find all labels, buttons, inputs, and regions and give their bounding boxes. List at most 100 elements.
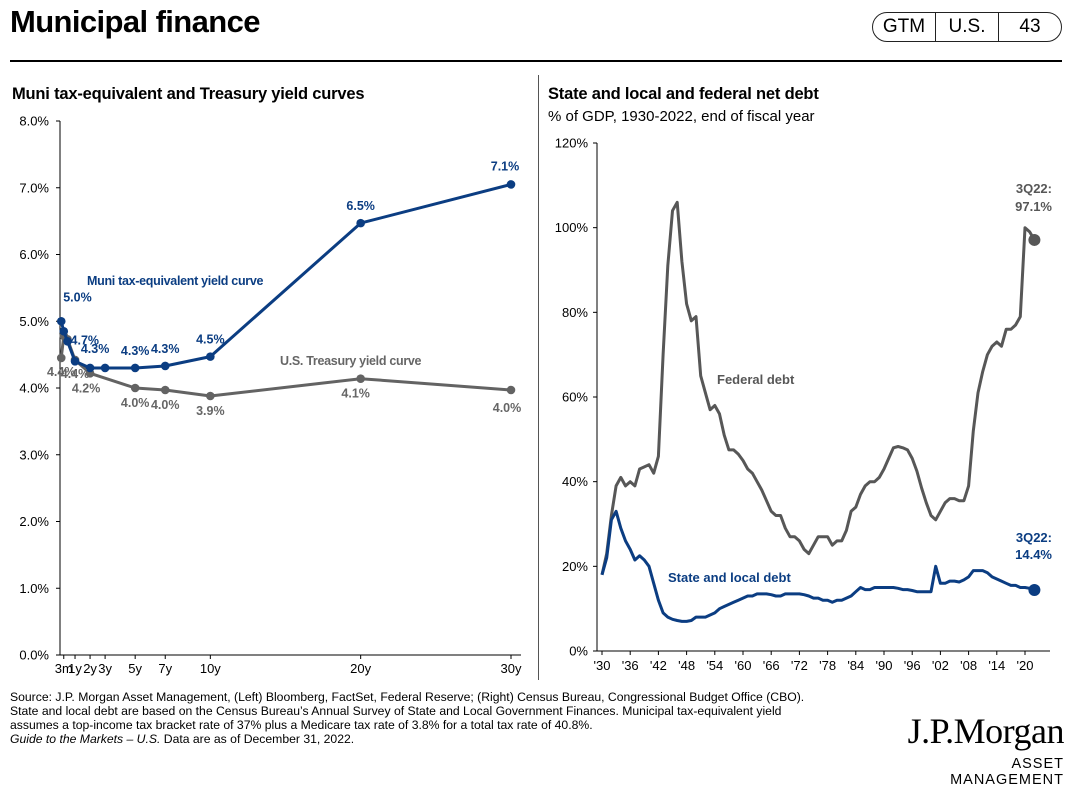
x-tick-label: 2y: [83, 661, 97, 676]
y-tick-label: 40%: [562, 474, 588, 489]
y-tick-label: 0.0%: [19, 648, 49, 663]
x-tick-label: 5y: [128, 661, 142, 676]
y-tick-label: 80%: [562, 305, 588, 320]
badge-region: U.S.: [936, 13, 999, 41]
treasury-point: [206, 391, 215, 401]
net-debt-chart: 0% 20% 40% 60% 80% 100% 120% '30 '36 '42 '48 '54 '60…: [555, 136, 1053, 674]
muni-point: [56, 316, 66, 326]
x-tick-label: '48: [678, 658, 695, 673]
y-tick-label: 3.0%: [19, 447, 49, 462]
muni-data-label: 4.3%: [151, 342, 180, 356]
treasury-data-label: 4.4%: [61, 367, 90, 381]
muni-point: [160, 361, 170, 371]
x-tick-label: 7y: [158, 661, 172, 676]
federal-debt-endpoint: [1028, 233, 1041, 246]
x-tick-label: '90: [876, 658, 893, 673]
state-local-debt-line: [600, 509, 1035, 623]
x-tick-label: '36: [622, 658, 639, 673]
treasury-point: [160, 385, 170, 395]
x-tick-label: '84: [847, 658, 864, 673]
muni-data-label: 5.0%: [63, 290, 92, 304]
muni-point: [356, 218, 365, 228]
logo-subtitle: ASSET MANAGEMENT: [950, 756, 1064, 788]
treasury-point: [506, 385, 516, 395]
x-tick-label: '54: [706, 658, 723, 673]
x-tick-label: '60: [735, 658, 752, 673]
x-tick-label: '20: [1017, 658, 1034, 673]
x-tick-label: '66: [763, 658, 780, 673]
federal-debt-series-label: Federal debt: [717, 372, 795, 387]
muni-point: [63, 336, 72, 346]
footnotes: Source: J.P. Morgan Asset Management, (L…: [10, 690, 890, 746]
treasury-point: [56, 353, 66, 363]
y-tick-label: 5.0%: [19, 314, 49, 329]
muni-data-label: 4.3%: [121, 344, 150, 358]
treasury-data-label: 4.0%: [493, 401, 522, 415]
muni-point: [206, 352, 215, 361]
footnote-source: Source: J.P. Morgan Asset Management, (L…: [10, 690, 805, 704]
footnote-guide-title: Guide to the Markets – U.S.: [10, 732, 161, 746]
muni-point: [100, 363, 110, 373]
treasury-data-label: 4.0%: [121, 396, 150, 410]
muni-data-label: 7.1%: [491, 159, 520, 173]
treasury-data-label: 4.0%: [151, 398, 180, 412]
x-tick-label: 30y: [501, 661, 522, 676]
y-tick-label: 20%: [562, 559, 588, 574]
x-tick-label: '02: [932, 658, 949, 673]
x-tick-label: '72: [791, 658, 808, 673]
footnote-tax-rate: assumes a top-income tax bracket rate of…: [10, 718, 593, 732]
y-tick-label: 120%: [555, 136, 589, 151]
x-tick-label: '78: [819, 658, 836, 673]
state-local-debt-endpoint: [1028, 584, 1041, 597]
y-tick-label: 6.0%: [19, 247, 49, 262]
x-tick-label: 3y: [98, 661, 112, 676]
page-badges: GTM U.S. 43: [872, 12, 1062, 42]
x-tick-label: '08: [960, 658, 977, 673]
x-tick-label: '42: [650, 658, 667, 673]
treasury-data-label: 3.9%: [196, 404, 225, 418]
logo-wordmark: J.P.Morgan: [907, 711, 1065, 751]
muni-point: [59, 326, 69, 336]
badge-gtm: GTM: [873, 13, 936, 41]
state-end-annotation-date: 3Q22:: [1016, 530, 1052, 545]
x-tick-label: 20y: [350, 661, 371, 676]
footnote-state-local: State and local debt are based on the Ce…: [10, 704, 782, 718]
x-tick-label: '96: [904, 658, 921, 673]
treasury-data-label: 4.4%: [47, 365, 76, 379]
treasury-data-label: 4.1%: [341, 387, 370, 401]
state-local-debt-series-label: State and local debt: [668, 570, 791, 585]
x-tick-label: 3m: [55, 661, 73, 676]
state-end-annotation-value: 14.4%: [1015, 547, 1052, 562]
y-tick-label: 0%: [569, 644, 588, 659]
federal-end-annotation-date: 3Q22:: [1016, 181, 1052, 196]
muni-data-label: 6.5%: [346, 199, 375, 213]
left-chart-title: Muni tax-equivalent and Treasury yield c…: [12, 85, 365, 103]
x-tick-label: 10y: [200, 661, 221, 676]
muni-data-label: 4.7%: [71, 333, 100, 347]
y-tick-label: 7.0%: [19, 180, 49, 195]
y-tick-label: 8.0%: [19, 114, 49, 129]
treasury-point: [130, 383, 140, 393]
y-tick-label: 4.0%: [19, 381, 49, 396]
muni-data-label: 4.5%: [196, 333, 225, 347]
right-chart-subtitle: % of GDP, 1930-2022, end of fiscal year: [548, 108, 815, 125]
badge-page-number: 43: [1019, 16, 1041, 37]
jpmorgan-logo: J.P.Morgan ASSET MANAGEMENT: [898, 711, 1065, 788]
muni-data-label: 4.3%: [81, 342, 110, 356]
y-tick-label: 100%: [555, 220, 589, 235]
y-tick-label: 1.0%: [19, 581, 49, 596]
muni-point: [130, 363, 140, 373]
footnote-guide-line: Guide to the Markets – U.S. Data are as …: [10, 732, 890, 746]
x-tick-label: '14: [988, 658, 1005, 673]
center-divider: [538, 75, 539, 680]
muni-series-label: Muni tax-equivalent yield curve: [87, 274, 264, 288]
muni-point: [85, 363, 95, 373]
footnote-data-date: Data are as of December 31, 2022.: [160, 732, 355, 746]
x-tick-label: 1y: [68, 661, 82, 676]
federal-end-annotation-value: 97.1%: [1015, 199, 1052, 214]
top-divider: [10, 60, 1062, 62]
federal-debt-line: [600, 200, 1036, 576]
treasury-data-label: 4.2%: [72, 381, 101, 395]
muni-point: [506, 180, 516, 189]
